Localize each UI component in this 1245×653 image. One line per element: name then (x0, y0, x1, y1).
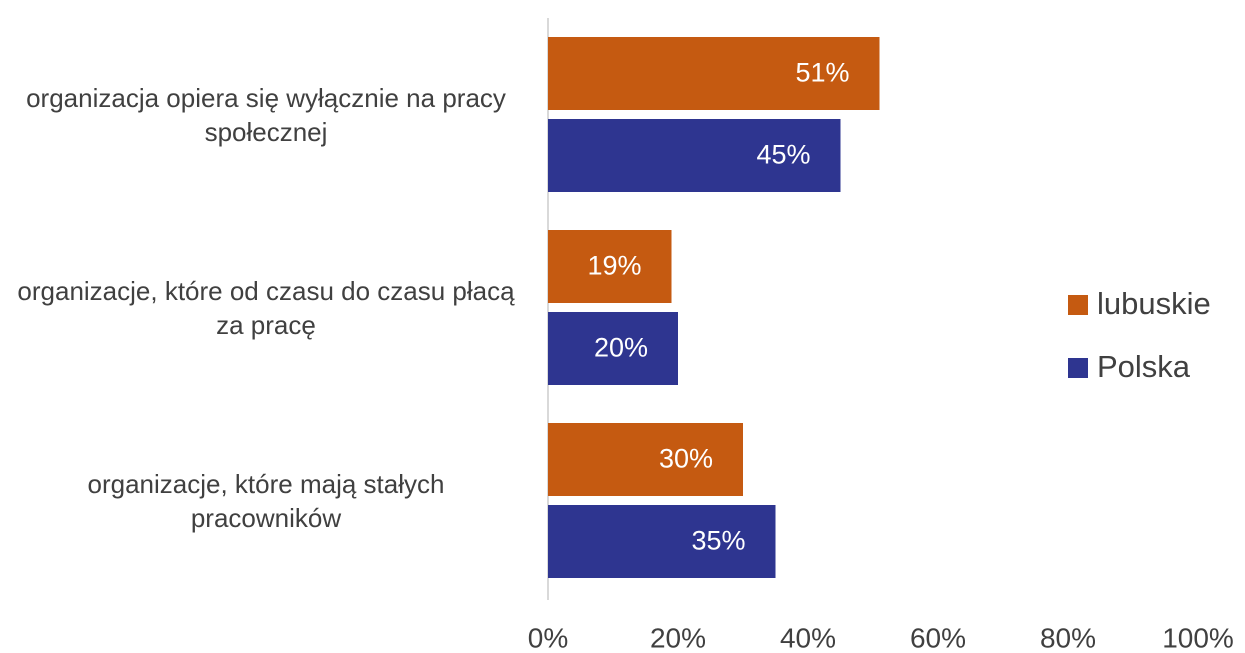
category-label: organizacja opiera się wyłącznie na prac… (26, 82, 506, 147)
x-tick-label: 60% (910, 622, 966, 653)
x-tick-label: 100% (1162, 622, 1234, 653)
x-tick-label: 80% (1040, 622, 1096, 653)
category-label: organizacje, które mają stałych pracowni… (87, 468, 445, 533)
bar (548, 119, 841, 192)
x-tick-label: 40% (780, 622, 836, 653)
x-tick-label: 20% (650, 622, 706, 653)
bar (548, 505, 776, 578)
value-label: 30% (659, 444, 713, 474)
bar (548, 312, 678, 385)
bar (548, 230, 672, 303)
value-label: 45% (756, 140, 810, 170)
legend-label: Polska (1097, 349, 1191, 384)
legend-label: lubuskie (1097, 286, 1211, 321)
bar (548, 37, 880, 110)
category-label: organizacje, które od czasu do czasu pła… (17, 275, 515, 340)
value-label: 35% (691, 526, 745, 556)
bar (548, 423, 743, 496)
value-label: 20% (594, 333, 648, 363)
value-label: 51% (795, 58, 849, 88)
legend-swatch (1068, 358, 1088, 378)
x-tick-label: 0% (528, 622, 568, 653)
value-label: 19% (587, 251, 641, 281)
legend-swatch (1068, 295, 1088, 315)
